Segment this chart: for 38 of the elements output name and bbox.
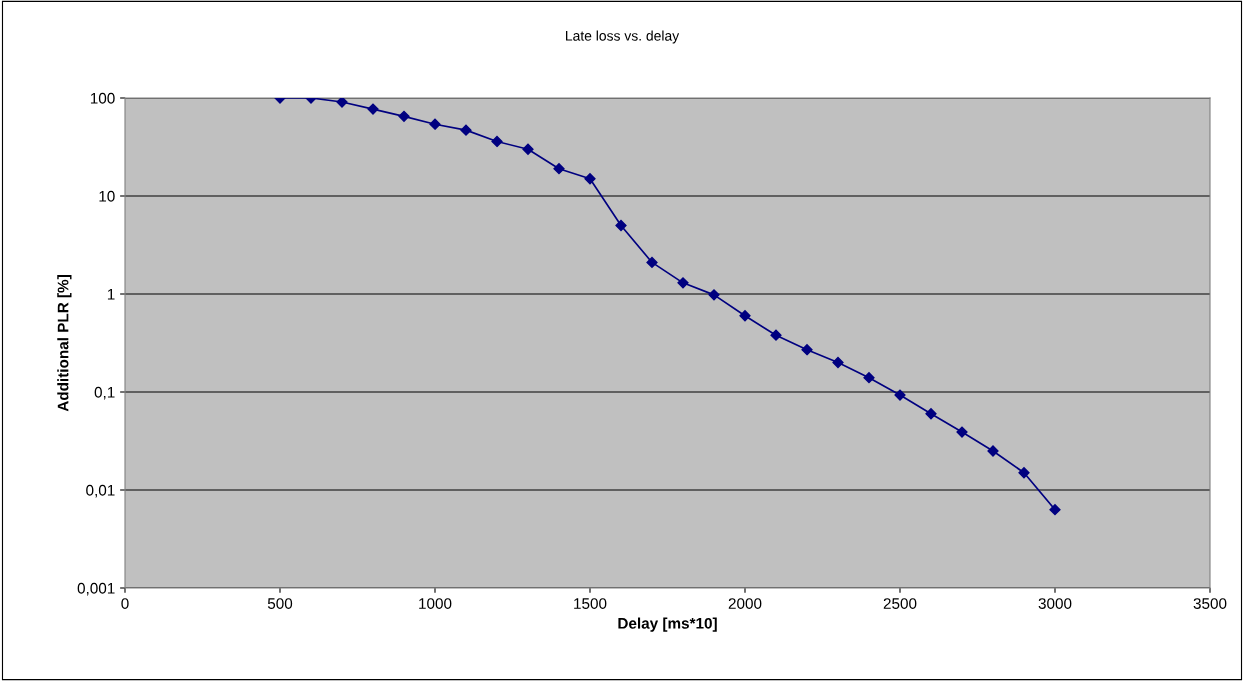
x-tick-label: 2500 [883,598,917,609]
point [708,289,720,301]
x-tick-label: 3500 [1193,598,1227,609]
point [584,173,596,185]
x-tick-label: 500 [267,598,293,609]
point [1018,467,1030,479]
point [522,143,534,155]
point [925,408,937,420]
x-tick-label: 1000 [419,598,452,609]
point [615,219,627,232]
y-tick-label: 1 [107,289,115,300]
x-tick-label: 3000 [1038,598,1072,609]
y-tick-label: 10 [99,190,115,202]
y-tick-label: 100 [90,92,115,104]
y-axis-title: Additional PLR [%] [57,275,72,412]
point [336,98,348,108]
y-tick-label: 0,01 [86,484,115,498]
y-tick-label: 0,1 [94,386,115,400]
point [553,163,565,175]
point [646,256,658,269]
point [832,356,844,369]
point [367,103,379,115]
point [460,124,472,136]
point [801,344,813,356]
x-tick-label: 0 [121,598,129,609]
x-tick-label: 1500 [574,598,607,609]
point [491,135,503,148]
point [677,277,689,289]
point [429,118,441,130]
chart-title: Late loss vs. delay [566,30,680,44]
x-tick-label: 2000 [728,598,762,609]
point [398,110,410,122]
point [739,310,751,322]
point [1049,504,1061,516]
x-axis-title: Delay [ms*10] [618,617,717,632]
point [863,372,875,384]
y-tick-label: 0,001 [77,582,115,596]
point [770,329,782,341]
